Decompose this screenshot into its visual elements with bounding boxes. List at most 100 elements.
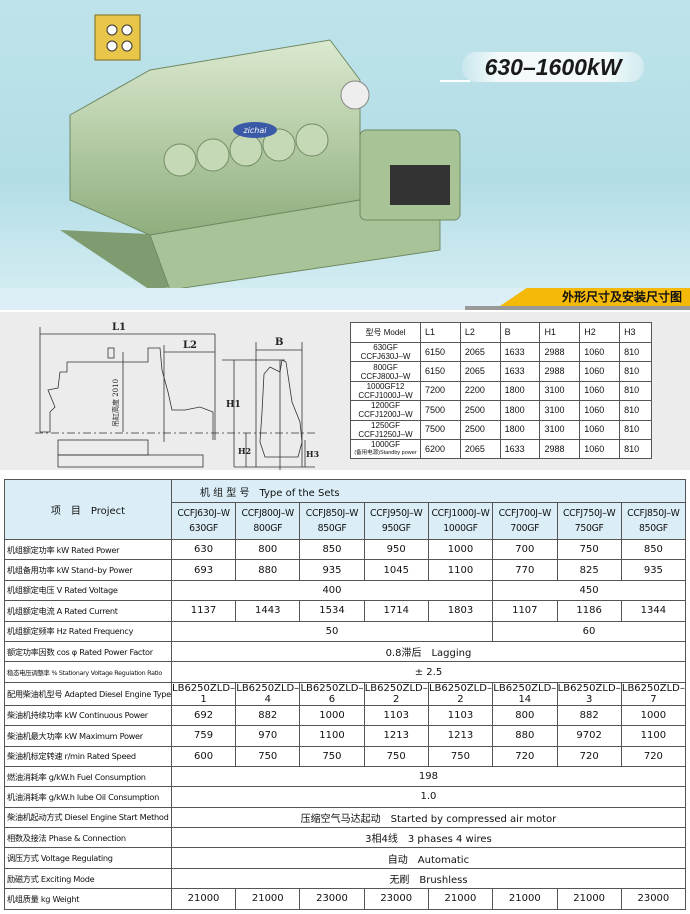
spec-row: 调压方式 Voltage Regulating 自动 Automatic [4, 847, 687, 869]
spec-value-cell: 935 [620, 559, 687, 581]
model-header-cell: CCFJ1000J–W 1000GF [427, 502, 494, 540]
model-code: 1250GF [371, 420, 400, 430]
spec-row: 柴油机起动方式 Diesel Engine Start Method 压缩空气马达… [4, 806, 687, 829]
dimension-value-cell: 7500 [420, 400, 461, 421]
spec-value-cell: LB6250ZLD–7 [620, 681, 687, 706]
dimension-model-cell: 1000GF (备用电源)Standby power [350, 438, 421, 460]
spec-value-cell: 750 [556, 538, 622, 561]
spec-row: 机组质量 kg Weight 21000 21000 23000 23000 21000 2… [4, 888, 687, 910]
dimension-value-cell: 1633 [499, 341, 541, 363]
dimension-value-cell: 7200 [420, 380, 461, 402]
dimension-value-cell: 810 [619, 380, 652, 402]
dimension-header-cell: B [499, 322, 541, 343]
spec-row: 柴油机最大功率 kW Maximum Power 759 970 1100 1213 12… [4, 725, 687, 747]
model-name: CCFJ1000J–W [358, 390, 413, 400]
dimension-value-cell: 2500 [459, 400, 501, 421]
spec-value-cell: 21000 [556, 888, 622, 910]
dimension-model-cell: 630GF CCFJ630J–W [350, 341, 421, 363]
spec-row-label: 柴油机持续功率 kW Continuous Power [4, 704, 172, 727]
spec-row-label: 稳态电压调整率 % Stationary Voltage Regulation … [4, 661, 172, 683]
spec-value-cell: 1714 [363, 600, 429, 622]
spec-row: 机组额定电流 A Rated Current 1137 1443 1534 1714 18… [4, 600, 687, 622]
spec-value-cell: 1344 [620, 600, 687, 622]
banner-tab: 外形尺寸及安装尺寸图 [500, 288, 690, 306]
dimension-value-cell: 6200 [420, 438, 461, 460]
set-model-name: 850GF [317, 523, 347, 534]
spec-value-cell: 770 [492, 559, 558, 581]
spec-row: 机组备用功率 kW Stand–by Power 693 880 935 1045 110… [4, 559, 687, 581]
model-name: CCFJ1250J–W [358, 429, 413, 439]
dimension-value-cell: 2065 [459, 438, 501, 460]
label-h3: H3 [306, 449, 320, 459]
model-name: (备用电源)Standby power [354, 450, 417, 457]
dimension-value-cell: 2065 [459, 361, 501, 382]
spec-value-cell: 1000 [620, 704, 687, 727]
spec-row-label: 机组额定电压 V Rated Voltage [4, 579, 172, 602]
spec-row: 相数及接法 Phase & Connection 3相4线 3 phases 4 … [4, 827, 687, 849]
section-banner: 外形尺寸及安装尺寸图 [0, 288, 690, 310]
spec-value-cell: 720 [556, 745, 622, 767]
banner-title: 外形尺寸及安装尺寸图 [561, 290, 682, 304]
spec-row-label: 柴油机最大功率 kW Maximum Power [4, 725, 172, 747]
spec-value-cell: 1000 [427, 538, 494, 561]
spec-value-cell: 1803 [427, 600, 494, 622]
spec-value-cell: 1137 [170, 600, 237, 622]
model-name: CCFJ800J–W [360, 371, 411, 381]
dimension-value-cell: 7500 [420, 419, 461, 440]
specification-table: 项 目 Project 机 组 型 号 Type of the Sets CCFJ6… [4, 479, 687, 910]
spec-row-label: 柴油机起动方式 Diesel Engine Start Method [4, 806, 172, 829]
set-model-name: 950GF [381, 523, 411, 534]
dimension-row: 800GF CCFJ800J–W 6150 2065 1633 2988 1060 810 [350, 361, 652, 382]
set-model-name: 630GF [189, 523, 218, 534]
spec-value-cell: 1.0 [170, 786, 687, 808]
spec-value-cell: 9702 [556, 725, 622, 747]
dimension-value-cell: 810 [619, 419, 652, 440]
dimension-value-cell: 1060 [579, 400, 621, 421]
label-b: B [275, 337, 283, 348]
model-header-row: CCFJ630J–W 630GF CCFJ800J–W 800GF CCFJ850J–W… [5, 502, 687, 540]
spec-value-cell: 600 [170, 745, 237, 767]
dimension-value-cell: 1800 [499, 380, 541, 402]
dimension-value-cell: 2500 [459, 419, 501, 440]
spec-value-cell: 630 [170, 538, 237, 561]
spec-row-label: 燃油消耗率 g/kW.h Fuel Consumption [4, 765, 172, 788]
spec-value-cell: 750 [235, 745, 301, 767]
spec-row: 柴油机持续功率 kW Continuous Power 692 882 1000 110… [4, 704, 687, 727]
spec-row: 稳态电压调整率 % Stationary Voltage Regulation … [4, 661, 687, 683]
dimension-row: 1000GF (备用电源)Standby power 6200 2065 1633 298… [350, 438, 652, 460]
spec-value-cell: 700 [492, 538, 558, 561]
model-header-cell: CCFJ950J–W 950GF [363, 502, 429, 540]
set-model-name: 700GF [510, 523, 540, 534]
spec-value-cell: 880 [235, 559, 301, 581]
spec-row: 机组额定功率 kW Rated Power 630 800 850 950 1000 700… [4, 538, 687, 561]
spec-value-cell: LB6250ZLD–4 [235, 681, 301, 706]
dimension-model-cell: 1200GF CCFJ1200J–W [350, 400, 421, 421]
spec-value-cell: 21000 [427, 888, 494, 910]
dimension-row: 1200GF CCFJ1200J–W 7500 2500 1800 3100 1060 810 [350, 400, 652, 421]
spec-value-cell: 1107 [492, 600, 558, 622]
spec-value-cell: 无刷 Brushless [170, 867, 687, 890]
spec-value-cell: 950 [363, 538, 429, 561]
model-name: CCFJ1200J–W [358, 410, 413, 420]
spec-value-cell: 60 [492, 620, 686, 642]
spec-row-label: 机油消耗率 g/kW.h lube Oil Consumption [4, 786, 172, 808]
dimension-row: 630GF CCFJ630J–W 6150 2065 1633 2988 1060 810 [350, 341, 652, 363]
spec-value-cell: 825 [556, 559, 622, 581]
spec-value-cell: 1213 [363, 725, 429, 747]
dimension-row: 1000GF12 CCFJ1000J–W 7200 2200 1800 3100 1060 8… [350, 380, 652, 402]
spec-value-cell: 1213 [427, 725, 494, 747]
spec-value-cell: 400 [170, 579, 494, 602]
set-model-code: CCFJ630J–W [177, 508, 230, 519]
model-header-cell: CCFJ850J–W 850GF [299, 502, 365, 540]
sets-header: 机 组 型 号 Type of the Sets [170, 479, 687, 503]
dimension-model-cell: 800GF CCFJ800J–W [350, 361, 421, 382]
model-code: 1200GF [371, 401, 400, 411]
spec-row: 配用柴油机型号 Adapted Diesel Engine Type LB6250… [4, 681, 687, 706]
spec-row-label: 机组额定电流 A Rated Current [4, 600, 172, 622]
dimension-table: 型号 Model L1 L2 B H1 H2 H3 630GF CCFJ630J–W 6150 20… [350, 322, 652, 460]
spec-row: 柴油机标定转速 r/min Rated Speed 600 750 750 750 750… [4, 745, 687, 767]
spec-value-cell: 1100 [620, 725, 687, 747]
spec-value-cell: 800 [235, 538, 301, 561]
dimension-value-cell: 2988 [539, 438, 581, 460]
dimension-value-cell: 2988 [539, 361, 581, 382]
